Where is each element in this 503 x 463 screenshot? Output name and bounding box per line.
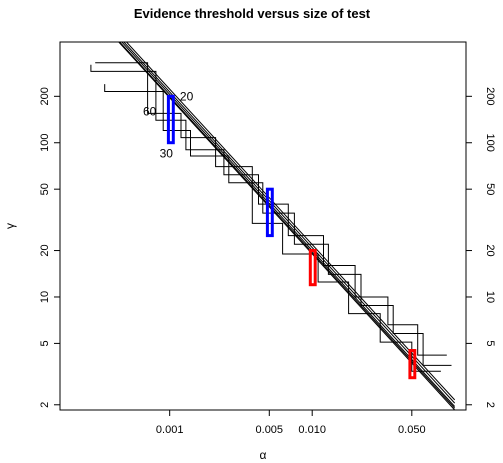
series-line-5 — [118, 42, 456, 410]
y-tick-label-right-3: 10 — [484, 291, 496, 303]
series-line-1 — [125, 42, 456, 401]
y-tick-label-left-7: 200 — [39, 87, 51, 105]
y-tick-label-right-1: 2 — [484, 402, 496, 408]
y-tick-label-left-3: 10 — [39, 291, 51, 303]
y-tick-label-left-6: 100 — [39, 134, 51, 152]
series-layer — [118, 42, 456, 410]
x-axis-title: α — [260, 448, 267, 462]
step-line-2 — [104, 84, 452, 366]
y-tick-label-left-2: 5 — [39, 340, 51, 346]
highlight-box-3 — [308, 249, 317, 287]
highlight-box-1 — [166, 94, 175, 145]
annotation-label-1: 20 — [180, 89, 194, 103]
x-tick-label-1: 0.001 — [156, 424, 184, 436]
annotation-layer: 20 60 30 — [143, 89, 194, 160]
axes-layer: 0.001 0.005 0.010 0.050 2 2 5 5 10 10 20 20 50 50 100 1… — [39, 87, 496, 436]
plot-frame — [59, 41, 467, 411]
y-tick-label-right-7: 200 — [484, 87, 496, 105]
y-tick-label-left-1: 2 — [39, 402, 51, 408]
annotation-label-3: 30 — [160, 147, 174, 161]
series-line-3 — [121, 42, 456, 407]
highlight-box-2 — [265, 187, 274, 238]
y-axis-title: γ — [3, 223, 17, 229]
highlight-box-4 — [408, 349, 417, 380]
step-line-1 — [90, 64, 447, 356]
x-tick-label-3: 0.010 — [298, 424, 326, 436]
x-tick-label-4: 0.050 — [398, 424, 426, 436]
y-tick-label-left-4: 20 — [39, 244, 51, 256]
y-tick-label-right-2: 5 — [484, 340, 496, 346]
y-tick-label-right-6: 100 — [484, 134, 496, 152]
highlight-box-layer — [166, 94, 417, 380]
step-line-3 — [95, 62, 441, 372]
y-tick-label-left-5: 50 — [39, 183, 51, 195]
y-tick-label-right-4: 20 — [484, 244, 496, 256]
annotation-label-2: 60 — [143, 104, 157, 118]
x-tick-label-2: 0.005 — [256, 424, 284, 436]
chart-title: Evidence threshold versus size of test — [134, 6, 371, 21]
y-tick-label-right-5: 50 — [484, 183, 496, 195]
